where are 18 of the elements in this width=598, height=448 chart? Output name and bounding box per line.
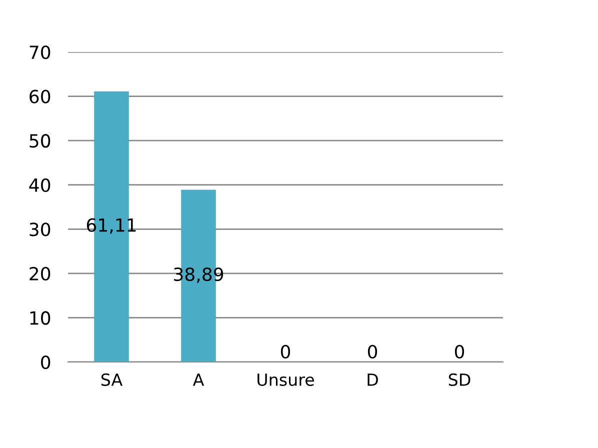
x-tick-label: SA [101,373,123,386]
y-tick-label: 0 [41,355,50,370]
x-tick-label: SD [448,373,470,386]
data-label: 0 [454,344,464,358]
y-tick-label: 30 [30,222,50,236]
y-tick-label: 50 [30,134,50,148]
x-tick-label: A [192,374,204,386]
data-label: 61,11 [86,218,136,234]
y-tick-label: 70 [30,45,50,60]
y-tick-label: 40 [29,178,50,192]
x-tick-label: D [368,374,378,386]
y-tick-label: 60 [30,90,50,104]
data-label: 0 [280,344,290,358]
data-label: 38,89 [174,267,224,283]
data-label: 0 [368,344,378,358]
y-tick-label: 20 [30,266,50,281]
y-tick-label: 10 [30,311,50,325]
x-tick-label: Unsure [258,374,314,386]
